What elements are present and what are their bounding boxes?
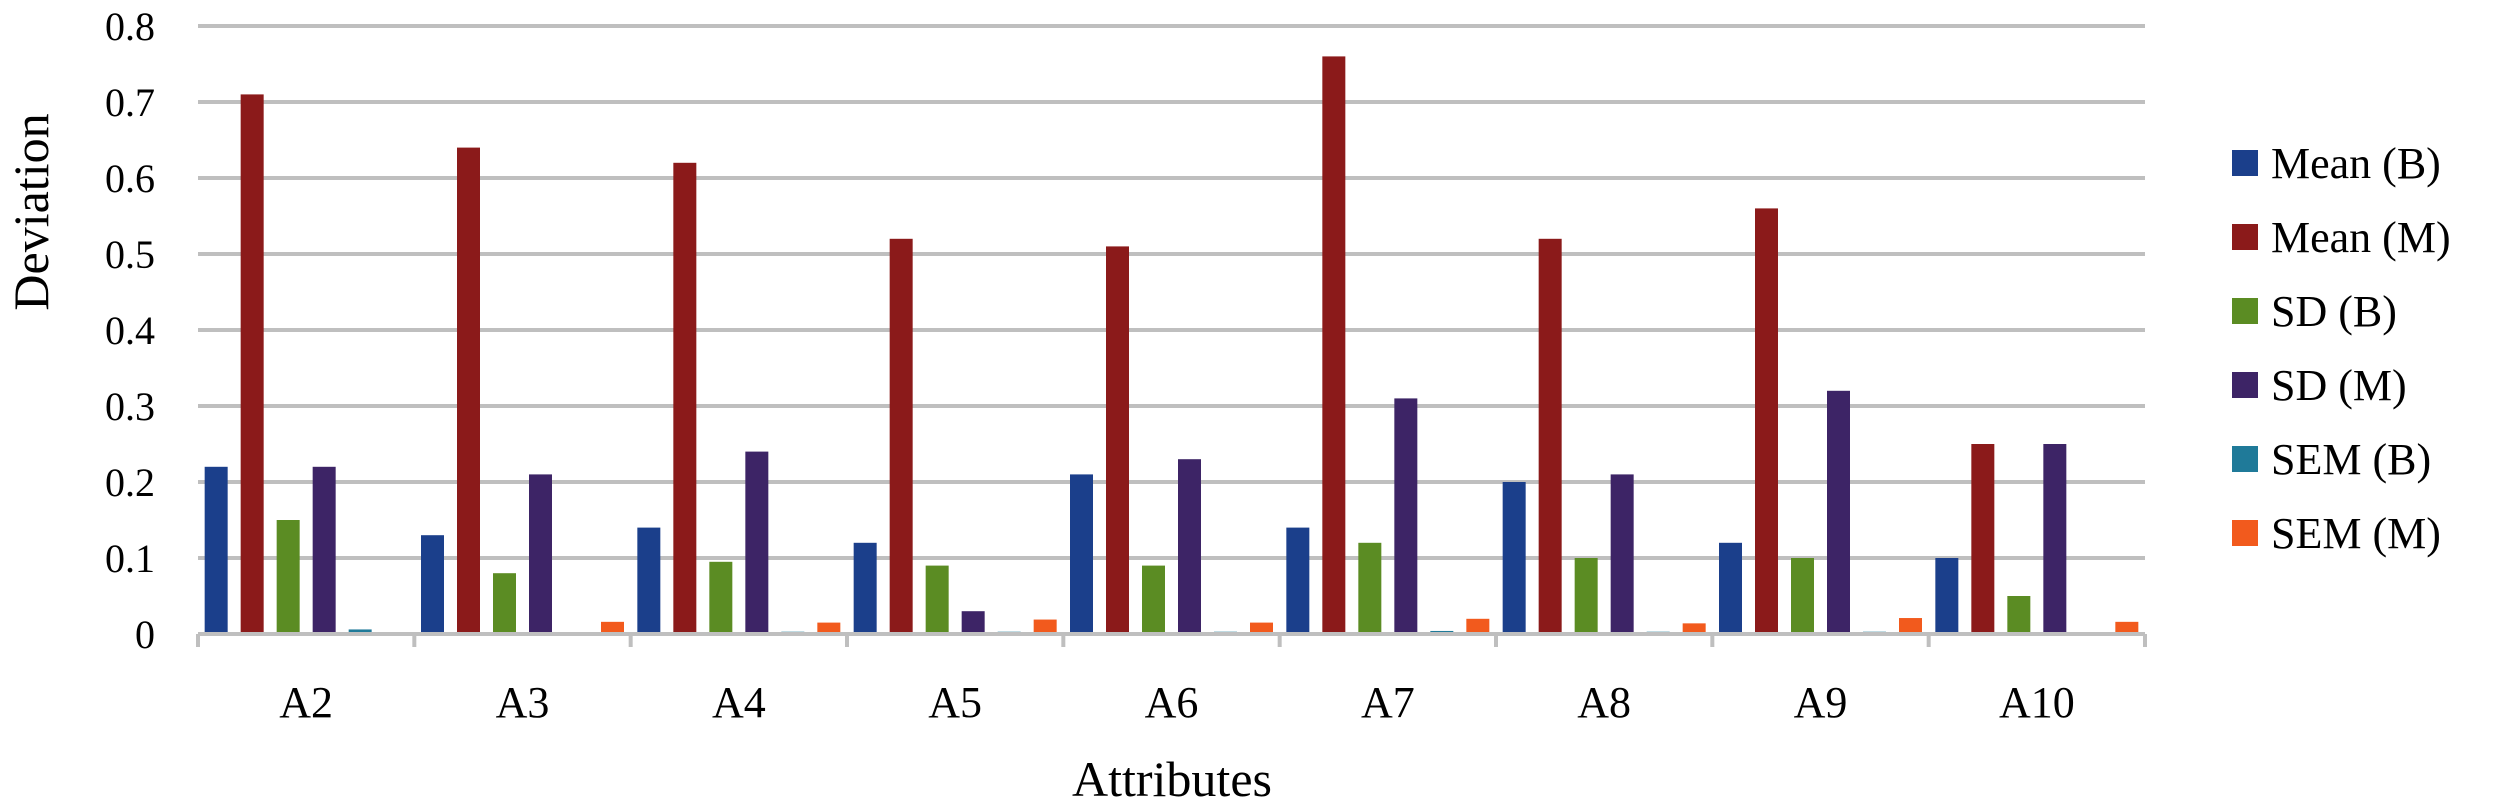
bar [1142,565,1165,634]
bar [529,474,552,634]
gridlines [198,24,2145,560]
bar [1394,398,1418,634]
legend-label: SEM (M) [2271,509,2441,558]
bar [1033,619,1057,634]
bar [1466,618,1490,634]
y-tick-label: 0 [135,612,155,657]
legend-label: SEM (B) [2271,435,2431,484]
bar [312,466,336,634]
legend-label: Mean (M) [2271,213,2451,262]
bar [1286,527,1310,634]
bars [204,56,2139,635]
x-tick-label: A8 [1577,678,1631,727]
bar [1538,238,1562,635]
bar [240,94,264,634]
legend-swatch [2232,446,2258,472]
bar [204,466,228,634]
legend-swatch [2232,150,2258,176]
bar [673,162,697,635]
y-tick-label: 0.3 [105,384,155,429]
bar [1971,444,1995,634]
x-axis: A2 A3 A4 A5 A6 A7 A8 A9 A10 [196,632,2147,727]
legend-swatch [2232,520,2258,546]
bar [709,561,733,634]
x-axis-title: Attributes [1072,751,1272,807]
bar [421,535,444,634]
legend-label: SD (M) [2271,361,2407,410]
bar [457,147,480,634]
bar [2043,444,2067,634]
y-tick-label: 0.6 [105,156,155,201]
bar [1322,56,1346,634]
bar [1358,542,1382,634]
bar [601,621,624,634]
bar [276,520,300,634]
bar [1827,390,1850,634]
bar [1682,623,1706,634]
x-tick-label: A4 [712,678,766,727]
bar [961,611,985,634]
bar [889,238,913,635]
bar [1178,459,1201,634]
x-tick-label: A2 [279,678,333,727]
y-tick-label: 0.2 [105,460,155,505]
y-axis-title: Deviation [3,113,59,310]
bar [1574,558,1598,634]
x-tick-label: A7 [1361,678,1415,727]
x-tick-label: A6 [1145,678,1199,727]
bar [1899,618,1922,634]
x-tick-label: A5 [928,678,982,727]
y-tick-label: 0.1 [105,536,155,581]
y-tick-label: 0.5 [105,232,155,277]
legend-swatch [2232,372,2258,398]
legend-swatch [2232,224,2258,250]
bar [853,542,877,634]
y-axis-ticks: 0 0.1 0.2 0.3 0.4 0.5 0.6 0.7 0.8 [105,4,155,657]
bar [2115,621,2139,634]
bar [1070,474,1093,634]
bar [817,622,841,634]
x-tick-label: A10 [1999,678,2075,727]
legend: Mean (B) Mean (M) SD (B) SD (M) SEM (B) SEM (… [2232,139,2451,558]
bar [745,451,769,634]
y-tick-label: 0.8 [105,4,155,49]
bar [925,565,949,634]
x-tick-label: A9 [1794,678,1848,727]
legend-label: Mean (B) [2271,139,2441,188]
bar [1791,558,1814,634]
bar [637,527,661,634]
bar [1755,208,1778,634]
bar [2007,596,2031,634]
x-tick-label: A3 [496,678,550,727]
bar [1610,474,1634,634]
y-tick-label: 0.4 [105,308,155,353]
bar [1250,622,1273,634]
bar [1106,246,1129,634]
y-tick-label: 0.7 [105,80,155,125]
bar [1502,482,1526,634]
legend-swatch [2232,298,2258,324]
bar [493,573,516,634]
bar [1719,542,1742,634]
bar [348,629,372,634]
bar [1935,558,1959,634]
legend-label: SD (B) [2271,287,2397,336]
